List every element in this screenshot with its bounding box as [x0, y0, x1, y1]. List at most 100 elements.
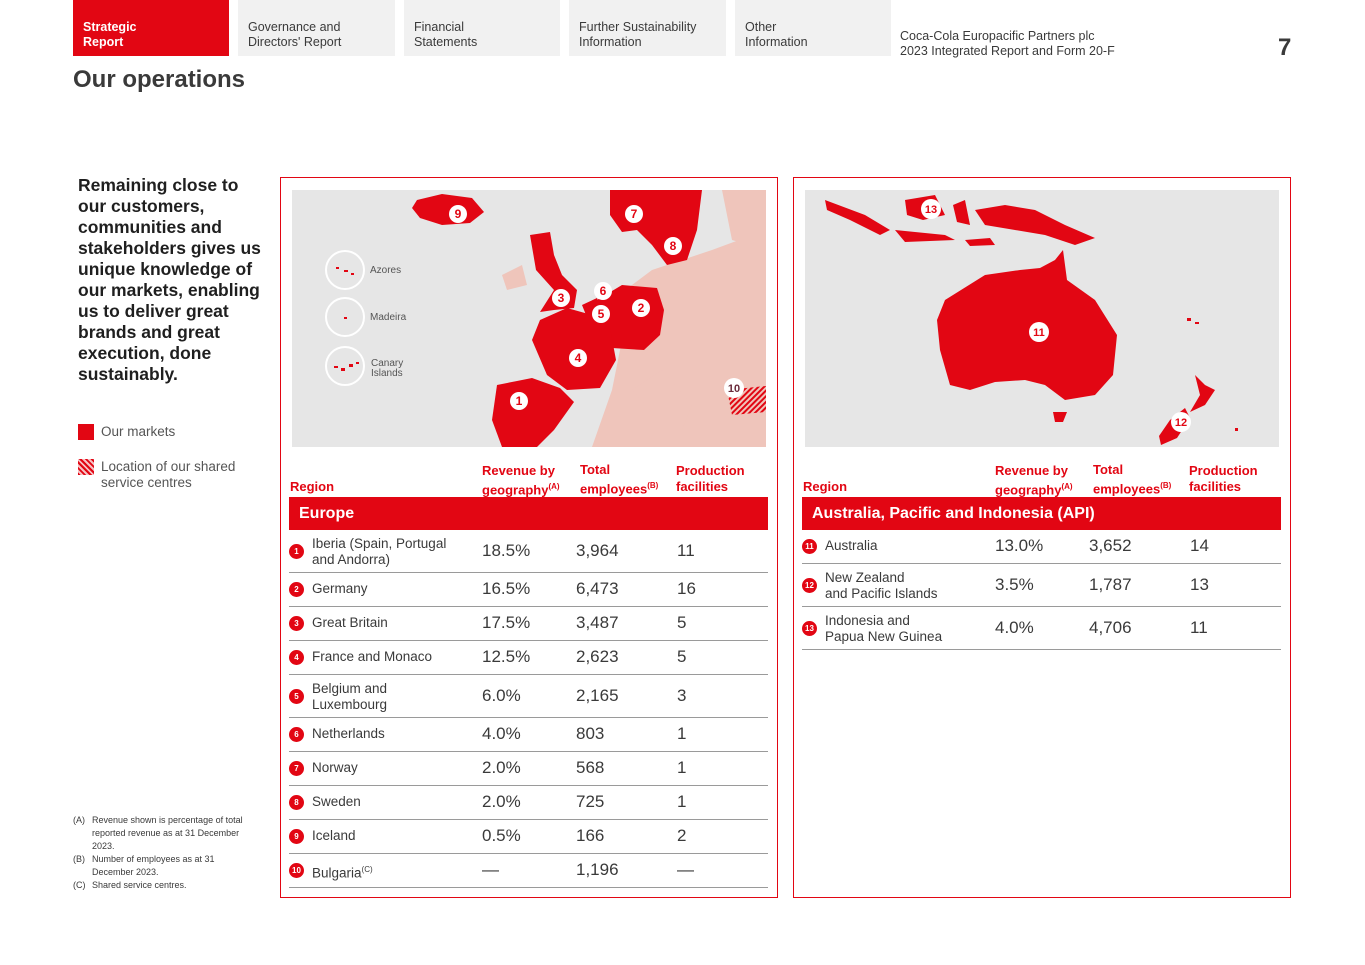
row-region-line: France and Monaco: [312, 649, 432, 665]
map-label-madeira: Madeira: [370, 312, 407, 323]
column-header-line: facilities: [1189, 479, 1242, 494]
region-header-api: Australia, Pacific and Indonesia (API): [802, 497, 1281, 530]
row-region-text: France and Monaco: [312, 649, 433, 664]
table-row: 9 Iceland 0.5% 166 2: [289, 820, 768, 854]
nav-tab-financial-statements[interactable]: Financial Statements: [404, 0, 560, 56]
row-revenue-value: —: [482, 860, 499, 879]
row-region-line: Norway: [312, 760, 358, 776]
row-revenue-value: 6.0%: [482, 685, 521, 705]
row-region-line: and Andorra): [312, 551, 391, 567]
column-header-region: Region: [290, 479, 335, 494]
row-region-name: Belgium and Luxembourg: [312, 681, 387, 713]
footnote-text: Shared service centres.: [92, 880, 187, 890]
map-pin-number: 1: [516, 394, 523, 408]
nav-tab-label: Further Sustainability: [579, 20, 697, 34]
footnote-text: Revenue shown is percentage of total rep…: [92, 815, 243, 851]
page-number: 7: [1278, 34, 1292, 61]
column-header-text: employees: [580, 481, 648, 497]
row-region-text: Great Britain: [312, 615, 388, 630]
column-header-line: Production: [676, 463, 745, 478]
row-region-text: New Zealand: [825, 569, 905, 585]
row-region-line: Indonesia and: [825, 613, 942, 629]
table-row: 11 Australia 13.0% 3,652 14: [802, 530, 1281, 564]
table-row: 6 Netherlands 4.0% 803 1: [289, 718, 768, 752]
map-pin-number: 4: [575, 351, 582, 365]
document-title-line: 2023 Integrated Report and Form 20-F: [900, 44, 1115, 58]
footnote-mark: (C): [73, 880, 86, 890]
row-number-badge: 7: [289, 761, 304, 776]
row-employees-value: 803: [576, 724, 605, 743]
nav-tab-governance[interactable]: Governance and Directors' Report: [238, 0, 395, 56]
row-employees-value: 3,964: [576, 540, 619, 560]
row-region-name: Indonesia and Papua New Guinea: [825, 613, 942, 645]
map-label-azores: Azores: [370, 265, 401, 276]
europe-map: Azores Madeira Canary Islands 9 7 8 3 6 …: [292, 190, 766, 447]
nav-tab-other-information[interactable]: Other Information: [735, 0, 891, 56]
footnote-ref: (A): [1061, 482, 1073, 491]
row-employees-value: 3,652: [1089, 536, 1132, 555]
footnote: (A) Revenue shown is percentage of total …: [73, 814, 243, 853]
row-region-text: Sweden: [312, 794, 361, 809]
footnote-text: Number of employees as at 31 December 20…: [92, 854, 215, 877]
footnote-ref: (B): [647, 481, 659, 490]
legend-our-markets: Our markets: [78, 424, 175, 440]
footnote: (C) Shared service centres.: [73, 879, 243, 892]
map-pin-3: 3: [552, 289, 570, 307]
legend-label: Our markets: [101, 424, 176, 439]
column-header-line: employees(B): [580, 478, 658, 497]
nav-tab-further-sustainability[interactable]: Further Sustainability Information: [569, 0, 726, 56]
row-revenue-value: 2.0%: [482, 758, 521, 777]
row-region-line: Great Britain: [312, 615, 388, 631]
map-pin-12: 12: [1171, 412, 1191, 432]
row-region-line: and Pacific Islands: [825, 585, 938, 601]
row-region-text: Indonesia and: [825, 612, 910, 628]
row-region-line: Iceland: [312, 828, 356, 844]
column-header-line: Total: [580, 462, 611, 477]
row-number-badge: 1: [289, 543, 304, 559]
document-title: Coca-Cola Europacific Partners plc 2023 …: [900, 29, 1115, 59]
nav-tab-strategic-report[interactable]: Strategic Report: [73, 0, 229, 56]
row-revenue-value: 3.5%: [995, 574, 1034, 594]
row-revenue-value: 0.5%: [482, 826, 521, 845]
row-revenue-value: 13.0%: [995, 536, 1044, 555]
table-row: 1 Iberia (Spain, Portugal and Andorra) 18.5…: [289, 530, 768, 573]
row-region-line: New Zealand: [825, 570, 938, 586]
row-region-name: Great Britain: [312, 615, 388, 631]
row-employees-value: 2,623: [576, 647, 619, 666]
footnote-ref: (C): [361, 865, 373, 874]
footnote-mark: (B): [73, 854, 85, 864]
map-pin-6: 6: [594, 282, 612, 300]
legend-swatch-shared: [78, 459, 94, 475]
footnote-mark: (A): [73, 815, 85, 825]
map-pin-number: 7: [631, 207, 638, 221]
nav-tab-label: Statements: [414, 35, 478, 49]
column-header-line: geography(A): [995, 479, 1073, 498]
table-row: 13 Indonesia and Papua New Guinea 4.0% 4,706…: [802, 607, 1281, 650]
column-header-employees: Total employees(B): [580, 462, 658, 497]
row-facilities-value: 1: [677, 724, 687, 743]
map-pin-10: 10: [724, 378, 744, 398]
intro-statement: Remaining close to our customers, commun…: [78, 175, 261, 384]
column-header-line: employees(B): [1093, 478, 1171, 497]
row-employees-value: 6,473: [576, 579, 619, 598]
row-region-text: Bulgaria: [312, 865, 362, 881]
row-revenue-value: 18.5%: [482, 540, 531, 560]
column-header-revenue: Revenue by geography(A): [482, 463, 560, 498]
row-region-text: Australia: [825, 538, 878, 553]
table-row: 4 France and Monaco 12.5% 2,623 5: [289, 641, 768, 675]
row-facilities-value: 3: [677, 685, 687, 705]
row-region-text: Iceland: [312, 828, 356, 843]
row-region-line: Sweden: [312, 794, 361, 810]
table-row: 3 Great Britain 17.5% 3,487 5: [289, 607, 768, 641]
table-row: 10 Bulgaria(C) — 1,196 —: [289, 854, 768, 888]
column-header-production: Production facilities: [676, 463, 745, 495]
row-region-name: Netherlands: [312, 726, 385, 742]
map-pin-2: 2: [632, 299, 650, 317]
row-region-text: Germany: [312, 581, 368, 596]
map-pin-number: 9: [455, 207, 462, 221]
row-region-text: Norway: [312, 760, 358, 775]
footnote: (B) Number of employees as at 31 December…: [73, 853, 243, 879]
table-row: 2 Germany 16.5% 6,473 16: [289, 573, 768, 607]
row-revenue-value: 4.0%: [482, 724, 521, 743]
legend-label: Location of our shared service centres: [101, 459, 236, 490]
